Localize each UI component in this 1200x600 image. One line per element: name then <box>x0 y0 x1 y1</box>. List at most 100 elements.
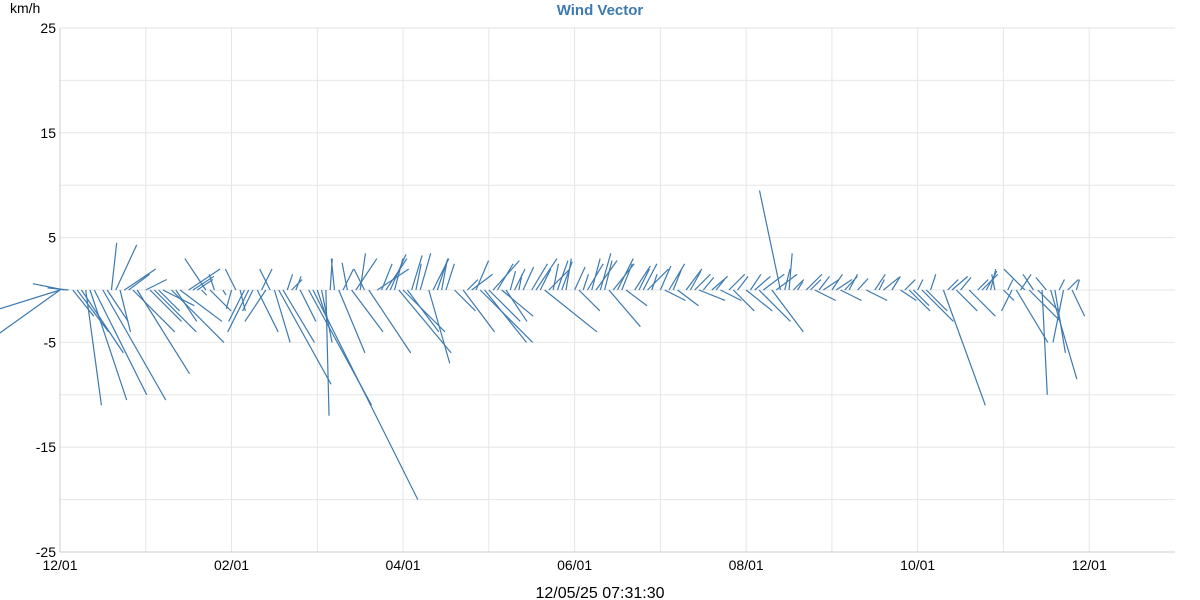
wind-vector-line <box>531 263 548 291</box>
wind-vector-line <box>136 289 191 375</box>
wind-vector-line <box>702 277 715 291</box>
wind-vector-line <box>273 289 291 343</box>
wind-vector-line <box>883 276 900 291</box>
wind-vector-line <box>351 289 384 333</box>
wind-vector-line <box>1003 289 1015 301</box>
x-tick-label: 10/01 <box>900 557 935 573</box>
wind-vector-line <box>261 268 273 291</box>
wind-vector-line <box>758 289 791 322</box>
wind-vector-line <box>411 255 423 291</box>
wind-vector-line <box>188 268 221 291</box>
y-tick-label: -25 <box>36 544 56 560</box>
wind-vector-line <box>419 253 432 291</box>
wind-vector-line <box>385 258 408 291</box>
wind-vector-line <box>208 274 215 291</box>
wind-vector-line <box>728 273 746 291</box>
wind-vector-line <box>608 289 641 328</box>
y-tick-label: 5 <box>48 230 56 246</box>
wind-vector-line <box>282 289 315 343</box>
wind-vector-line <box>1052 289 1065 343</box>
wind-vector-line <box>501 289 534 317</box>
wind-vector-line <box>278 289 332 385</box>
wind-vector-line <box>85 289 103 406</box>
wind-vector-line <box>518 274 523 291</box>
wind-vector-line <box>1058 279 1065 291</box>
wind-vector-line <box>1050 289 1078 380</box>
wind-vector-line <box>1001 289 1013 312</box>
y-axis-ticks: 25 15 5 -5 -15 -25 <box>36 20 56 560</box>
wind-vector-line <box>224 268 237 291</box>
wind-vector-line <box>749 273 762 291</box>
wind-vector-line <box>672 268 683 291</box>
wind-vector-line <box>428 289 451 364</box>
wind-vector-line <box>745 289 773 312</box>
wind-vector-line <box>89 289 128 401</box>
wind-vector-line <box>565 258 572 291</box>
wind-vector-line <box>539 268 552 291</box>
wind-vector-line <box>857 278 869 291</box>
wind-vector-line <box>784 268 791 291</box>
wind-vector-line <box>462 289 496 333</box>
wind-vector-line <box>604 260 613 291</box>
wind-vector-line <box>227 289 250 333</box>
wind-vector-line <box>1003 268 1026 291</box>
wind-vector-line <box>689 270 702 291</box>
wind-vector-line <box>368 289 412 354</box>
wind-vector-line <box>1067 279 1079 291</box>
wind-vector-line <box>102 289 167 401</box>
wind-vector-line <box>942 289 986 406</box>
wind-vector-line <box>256 289 279 333</box>
wind-vector-line <box>286 274 294 291</box>
wind-vector-line <box>544 289 598 333</box>
wind-vector-line <box>1041 289 1048 395</box>
y-axis-unit-label: km/h <box>10 0 40 16</box>
wind-vector-line <box>389 254 407 291</box>
wind-vector-line <box>149 289 182 322</box>
wind-vector-line <box>47 287 69 291</box>
x-tick-label: 02/01 <box>214 557 249 573</box>
wind-vector-line <box>792 279 805 291</box>
wind-vector-line <box>402 289 446 333</box>
wind-vector-line <box>522 266 535 291</box>
wind-vector-line <box>496 263 514 291</box>
wind-vector-line <box>848 273 858 291</box>
wind-vector-line <box>647 268 669 291</box>
wind-vector-line <box>621 263 633 291</box>
wind-vector-line <box>831 273 843 291</box>
wind-vector-line <box>466 279 479 291</box>
wind-vector-line <box>616 258 634 291</box>
wind-vector-line <box>445 263 455 291</box>
wind-vector-line <box>754 275 771 291</box>
wind-vector-line <box>484 289 527 343</box>
wind-vector-line <box>225 289 233 310</box>
wind-vector-line <box>599 253 612 291</box>
wind-vector-line <box>810 279 822 291</box>
wind-vector-line <box>582 274 590 291</box>
wind-vector-line <box>132 289 176 333</box>
wind-vector-line <box>758 190 782 291</box>
wind-vector-line <box>1035 277 1047 291</box>
wind-vector-line <box>471 273 494 291</box>
wind-vector-line <box>222 289 227 296</box>
wind-vector-line <box>72 289 95 317</box>
wind-vector-line <box>891 276 901 291</box>
wind-vector-line <box>664 289 686 302</box>
wind-vector-line <box>80 289 124 354</box>
wind-vector-line <box>1015 289 1049 343</box>
wind-vector-line <box>241 289 254 312</box>
x-axis-ticks: 12/01 02/01 04/01 06/01 08/01 10/01 12/01 <box>42 557 1106 573</box>
x-tick-label: 12/01 <box>42 557 77 573</box>
wind-vector-line <box>912 289 930 307</box>
wind-vector-line <box>341 262 348 291</box>
wind-vector-line <box>668 263 686 291</box>
wind-vector-line <box>406 289 440 333</box>
wind-vector-line <box>823 279 840 291</box>
wind-vector-line <box>981 273 999 291</box>
wind-vector-line <box>175 289 198 322</box>
wind-vector-line <box>814 289 836 302</box>
y-tick-label: -5 <box>44 334 57 350</box>
wind-vector-line <box>677 289 699 307</box>
wind-vector-line <box>509 270 517 291</box>
wind-vector-line <box>904 279 916 291</box>
